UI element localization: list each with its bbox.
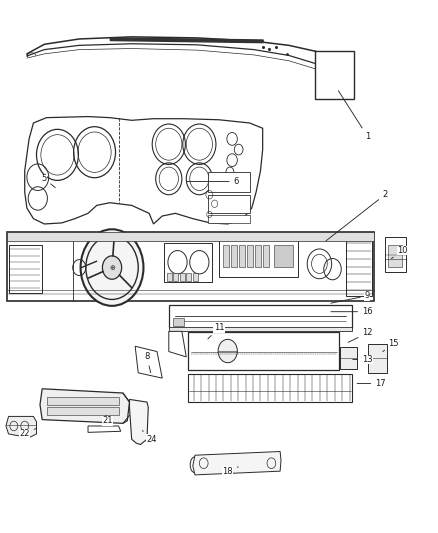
Bar: [164, 243, 212, 282]
Bar: [340, 348, 357, 368]
Text: 24: 24: [142, 431, 156, 444]
Polygon shape: [88, 426, 121, 432]
Bar: [169, 327, 352, 332]
Polygon shape: [169, 332, 186, 357]
Text: 22: 22: [19, 429, 35, 439]
Bar: [208, 195, 250, 213]
Text: 9: 9: [331, 291, 370, 303]
Text: 13: 13: [353, 355, 373, 364]
Bar: [166, 273, 172, 281]
Bar: [263, 245, 269, 266]
Polygon shape: [6, 416, 36, 438]
Text: 1: 1: [339, 91, 370, 141]
Text: 8: 8: [144, 352, 151, 373]
Bar: [247, 245, 253, 266]
Bar: [188, 332, 339, 370]
Bar: [223, 245, 230, 266]
Text: 21: 21: [102, 415, 113, 425]
Polygon shape: [25, 117, 263, 224]
Bar: [315, 51, 354, 99]
Text: 18: 18: [223, 467, 238, 475]
Bar: [346, 235, 372, 296]
Bar: [231, 245, 237, 266]
Text: 10: 10: [392, 246, 408, 259]
Bar: [10, 245, 42, 293]
Bar: [169, 305, 352, 328]
Bar: [255, 245, 261, 266]
Bar: [368, 344, 387, 373]
Circle shape: [102, 256, 122, 279]
Polygon shape: [135, 346, 162, 378]
Polygon shape: [193, 451, 281, 475]
Text: 12: 12: [348, 328, 373, 342]
Polygon shape: [130, 399, 148, 445]
Bar: [186, 273, 191, 281]
Text: 17: 17: [357, 379, 386, 388]
Bar: [7, 232, 374, 301]
Bar: [385, 237, 406, 272]
Bar: [46, 407, 119, 415]
Text: 6: 6: [187, 177, 239, 186]
Text: ⊕: ⊕: [109, 264, 115, 271]
Bar: [208, 215, 250, 223]
Bar: [239, 245, 245, 266]
Text: 15: 15: [383, 339, 399, 352]
Bar: [180, 273, 185, 281]
Bar: [7, 232, 374, 241]
Bar: [219, 237, 297, 277]
Text: 5: 5: [42, 174, 55, 188]
Circle shape: [81, 229, 144, 306]
Bar: [173, 273, 178, 281]
Bar: [188, 374, 352, 402]
Text: 2: 2: [326, 190, 388, 241]
Circle shape: [218, 340, 237, 363]
Bar: [388, 245, 402, 266]
Bar: [173, 318, 184, 326]
Bar: [193, 273, 198, 281]
Bar: [274, 245, 293, 266]
Bar: [46, 397, 119, 405]
Polygon shape: [40, 389, 130, 423]
Text: 16: 16: [331, 307, 373, 316]
Bar: [208, 172, 250, 192]
Text: 11: 11: [208, 323, 224, 339]
